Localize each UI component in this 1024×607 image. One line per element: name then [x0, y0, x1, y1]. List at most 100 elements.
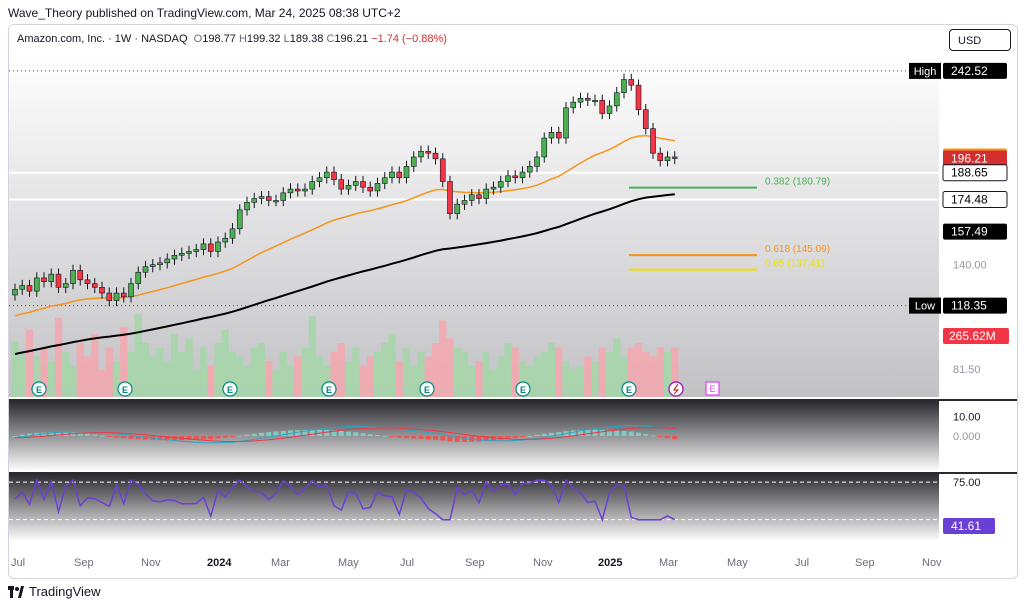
- candle-body: [490, 186, 497, 190]
- macd-histogram-bar: [614, 430, 620, 436]
- time-axis-label: Jul: [795, 557, 809, 569]
- volume-bar: [605, 352, 614, 397]
- candle-body: [606, 105, 613, 114]
- time-axis-label: Sep: [74, 557, 94, 569]
- candle-body: [410, 156, 417, 167]
- macd-histogram-bar: [106, 436, 112, 437]
- volume-bar: [482, 352, 490, 397]
- macd-histogram-bar: [367, 434, 373, 436]
- candle-body: [178, 253, 185, 256]
- volume-bar: [388, 334, 396, 397]
- earnings-marker-icon: [117, 381, 133, 397]
- macd-histogram-bar: [549, 432, 554, 436]
- footer-brand[interactable]: TradingView: [29, 584, 101, 599]
- volume-bar: [439, 320, 447, 397]
- macd-histogram-bar: [512, 436, 518, 438]
- time-axis-label: Jul: [400, 557, 414, 569]
- price-tag-value: 188.65: [951, 166, 988, 180]
- candle-body: [164, 258, 171, 264]
- volume-bar: [76, 343, 84, 397]
- chart-frame: 0.382 (180.79) 0.618 (145.09) 0.65 (137.41…: [8, 24, 1018, 579]
- earnings-marker-icon: [321, 381, 337, 397]
- volume-bar: [250, 347, 258, 397]
- candle-body: [251, 198, 258, 203]
- macd-histogram-bar: [56, 432, 61, 436]
- volume-bar: [192, 370, 200, 397]
- candle-body: [316, 177, 323, 182]
- candle-body: [77, 270, 84, 281]
- candle-body: [193, 249, 200, 252]
- time-axis-label: Nov: [141, 557, 161, 569]
- volume-bar: [323, 365, 331, 397]
- time-axis-label: Sep: [465, 557, 485, 569]
- candle-body: [19, 285, 26, 290]
- earnings-marker-label: E: [626, 385, 632, 395]
- macd-histogram-bar: [672, 436, 678, 440]
- volume-bar: [265, 361, 273, 397]
- macd-histogram-bar: [621, 431, 627, 436]
- macd-histogram-bar: [396, 436, 402, 438]
- volume-bar: [337, 343, 345, 397]
- macd-histogram-bar: [244, 434, 250, 436]
- candle-body: [338, 179, 345, 190]
- candle-body: [381, 177, 388, 184]
- ema-200-line: [14, 193, 675, 355]
- macd-histogram-bar: [157, 436, 163, 441]
- volume-bar: [301, 347, 309, 397]
- candle-body: [570, 101, 577, 109]
- macd-histogram-bar: [309, 429, 315, 436]
- time-axis-label: 2025: [598, 557, 622, 569]
- candle-body: [396, 171, 403, 179]
- macd-histogram-bar: [251, 433, 257, 436]
- open-label: O: [193, 33, 203, 45]
- volume-bar: [98, 370, 106, 397]
- volume-bar: [424, 356, 432, 397]
- volume-bar: [243, 365, 251, 397]
- earnings-marker-label: E: [326, 385, 332, 395]
- earnings-marker-icon: [621, 381, 637, 397]
- macd-histogram-bar: [389, 436, 395, 437]
- candle-body: [613, 92, 620, 107]
- macd-histogram-bar: [99, 435, 105, 437]
- volume-bar: [584, 356, 592, 397]
- candle-body: [26, 285, 33, 292]
- symbol-name[interactable]: Amazon.com, Inc. · 1W · NASDAQ: [17, 33, 188, 45]
- candle-body: [229, 228, 236, 239]
- volume-bar: [569, 370, 577, 397]
- price-tag-value: 157.49: [951, 225, 988, 239]
- volume-bar: [236, 356, 244, 397]
- candle-body: [33, 277, 40, 292]
- volume-bar: [199, 347, 208, 397]
- rsi-line: [14, 477, 676, 523]
- volume-tag-bg: [943, 328, 1009, 344]
- volume-bar: [149, 356, 157, 397]
- volume-bar: [127, 352, 135, 397]
- volume-bar: [272, 370, 280, 397]
- volume-bar: [294, 356, 302, 397]
- volume-bar: [555, 347, 563, 397]
- candle-body: [294, 188, 301, 192]
- macd-histogram-bar: [85, 433, 90, 436]
- chart-canvas[interactable]: 0.382 (180.79) 0.618 (145.09) 0.65 (137.41…: [9, 25, 1017, 578]
- macd-histogram-bar: [70, 432, 76, 436]
- future-earnings-marker-icon: [705, 381, 720, 396]
- volume-bar: [497, 356, 505, 397]
- volume-bar: [156, 347, 164, 397]
- macd-histogram-bar: [208, 436, 214, 439]
- candle-body: [367, 186, 374, 192]
- volume-bar: [402, 347, 411, 397]
- currency-button[interactable]: USD: [949, 29, 1011, 51]
- volume-bar: [315, 356, 324, 397]
- volume-bar: [11, 341, 19, 397]
- macd-histogram-bar: [77, 433, 83, 436]
- candle-body: [222, 237, 229, 243]
- time-axis-label: May: [727, 557, 748, 569]
- macd-histogram-bar: [665, 436, 670, 439]
- candle-body: [519, 171, 526, 179]
- macd-histogram-bar: [331, 430, 337, 436]
- close-label: C: [326, 33, 335, 45]
- volume-bar: [134, 314, 142, 397]
- candle-body: [541, 137, 548, 158]
- volume-bar: [18, 353, 26, 397]
- candle-body: [309, 181, 316, 190]
